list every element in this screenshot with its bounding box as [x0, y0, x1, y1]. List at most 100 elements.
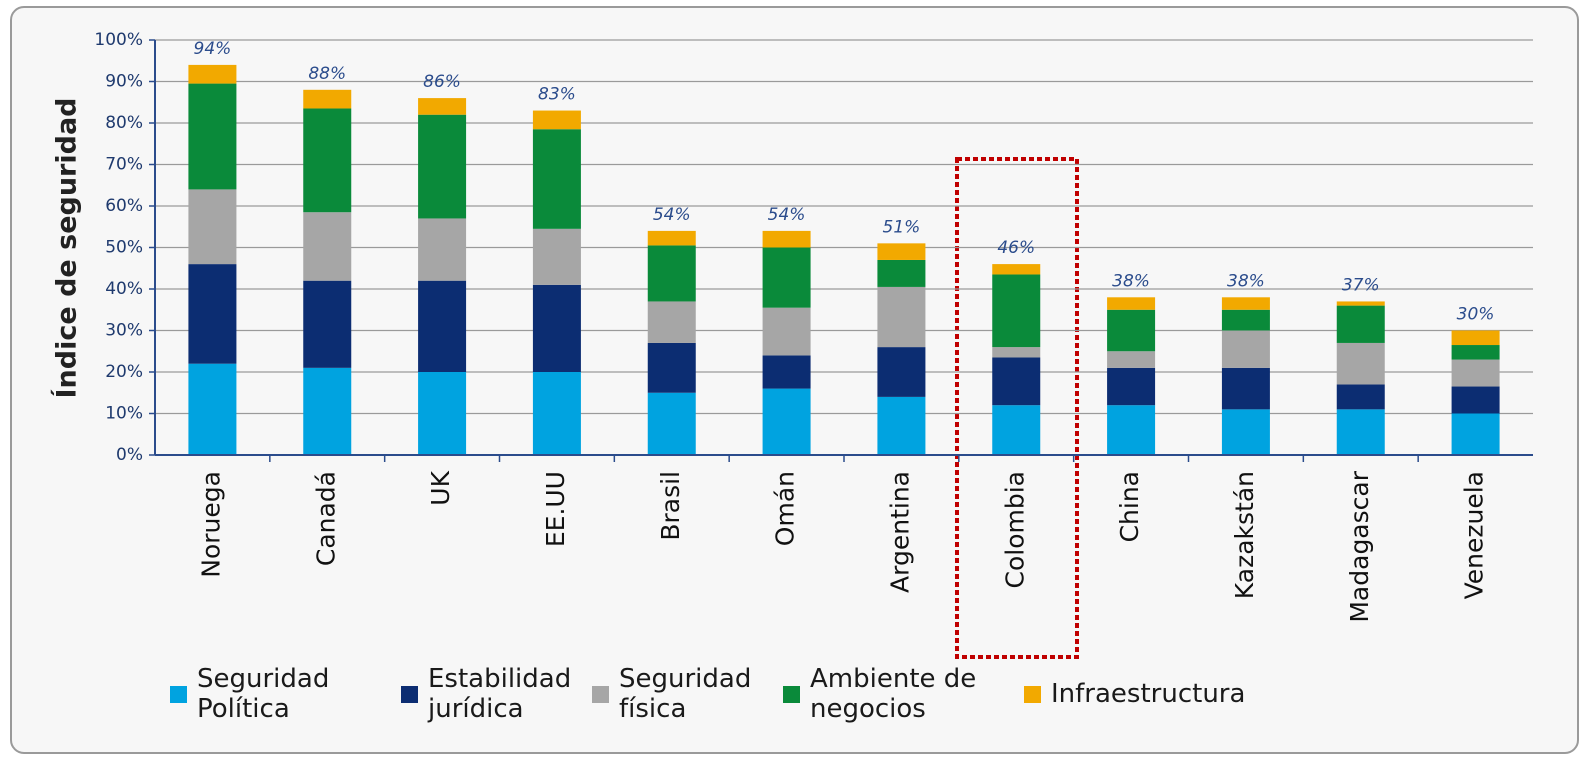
- x-tick-label: Colombia: [1000, 471, 1029, 588]
- bar-segment: [762, 388, 811, 455]
- bar-segment: [303, 280, 352, 368]
- y-tick-label: 90%: [105, 72, 143, 92]
- x-tick-label: Kazakstán: [1230, 471, 1259, 599]
- legend-swatch: [401, 685, 418, 703]
- bar-segment: [1336, 342, 1385, 385]
- bar-segment: [992, 264, 1041, 275]
- bar-segment: [1451, 413, 1500, 455]
- bar-segment: [1336, 384, 1385, 410]
- x-tick-label: Brasil: [656, 471, 685, 541]
- x-tick-label: Venezuela: [1460, 471, 1489, 599]
- bar-segment: [303, 89, 352, 109]
- bar-segment: [418, 114, 467, 219]
- total-label: 51%: [883, 217, 921, 237]
- bar-segment: [762, 247, 811, 308]
- bar-segment: [647, 245, 696, 302]
- y-tick-label: 40%: [105, 279, 143, 299]
- bar-segment: [418, 98, 467, 115]
- y-tick-label: 60%: [105, 196, 143, 216]
- bar-segment: [188, 189, 237, 265]
- legend-item: Ambiente de negocios: [783, 664, 1010, 724]
- bar-segment: [188, 264, 237, 364]
- bar-segment: [188, 64, 237, 84]
- bar-segment: [1107, 351, 1156, 368]
- bar-segment: [877, 243, 926, 260]
- bar-segment: [877, 347, 926, 397]
- y-tick-label: 30%: [105, 321, 143, 341]
- bar-segment: [877, 396, 926, 455]
- bar-segment: [1451, 386, 1500, 414]
- legend-label: Seguridad Política: [197, 664, 330, 724]
- bar-segment: [188, 83, 237, 190]
- bar-segment: [1221, 367, 1270, 410]
- bar-segment: [418, 280, 467, 372]
- bar-segment: [532, 110, 581, 130]
- legend-item: Seguridad física: [592, 664, 769, 724]
- total-label: 46%: [997, 238, 1035, 258]
- legend-swatch: [1024, 685, 1041, 703]
- bar-segment: [647, 301, 696, 343]
- x-tick-label: Canadá: [311, 471, 340, 566]
- bar-segment: [762, 355, 811, 389]
- legend-label: Ambiente de negocios: [810, 664, 977, 724]
- bar-segment: [762, 307, 811, 356]
- x-tick-label: Argentina: [885, 471, 914, 593]
- y-tick-label: 10%: [105, 404, 143, 424]
- bar-segment: [1107, 367, 1156, 406]
- legend-label: Infraestructura: [1051, 679, 1246, 709]
- x-tick-label: EE.UU: [541, 471, 570, 547]
- y-tick-label: 80%: [105, 113, 143, 133]
- legend-swatch: [592, 685, 609, 703]
- total-label: 88%: [308, 64, 346, 84]
- bar-segment: [188, 363, 237, 455]
- bar-segment: [303, 212, 352, 281]
- x-tick-label: Noruega: [196, 471, 225, 578]
- bar-segment: [418, 372, 467, 455]
- bar-segment: [532, 284, 581, 372]
- bar-segment: [1336, 301, 1385, 306]
- y-tick-label: 0%: [116, 445, 143, 465]
- bar-segment: [1107, 309, 1156, 352]
- highlight-box: [955, 157, 1079, 659]
- bar-segment: [1451, 330, 1500, 346]
- bar-segment: [532, 228, 581, 285]
- total-label: 37%: [1342, 275, 1380, 295]
- y-tick-label: 20%: [105, 362, 143, 382]
- bar-segment: [647, 342, 696, 393]
- legend: Seguridad Política Estabilidad jurídica Se…: [170, 664, 1305, 724]
- total-label: 83%: [538, 85, 576, 105]
- legend-item: Estabilidad jurídica: [401, 664, 578, 724]
- bar-segment: [1451, 359, 1500, 387]
- bar-segment: [1221, 330, 1270, 368]
- y-tick-label: 50%: [105, 238, 143, 258]
- total-label: 54%: [653, 205, 691, 225]
- bar-segment: [1107, 297, 1156, 310]
- legend-swatch: [783, 685, 800, 703]
- total-label: 86%: [423, 72, 461, 92]
- x-tick-label: UK: [426, 470, 455, 505]
- legend-label: Estabilidad jurídica: [428, 664, 572, 724]
- bar-segment: [303, 108, 352, 213]
- bar-segment: [1451, 345, 1500, 360]
- x-tick-label: Omán: [771, 471, 800, 546]
- bar-segment: [992, 405, 1041, 455]
- legend-swatch: [170, 685, 187, 703]
- bar-segment: [992, 357, 1041, 406]
- bar-segment: [532, 129, 581, 229]
- total-label: 30%: [1457, 305, 1495, 325]
- total-label: 38%: [1112, 271, 1150, 291]
- legend-item: Seguridad Política: [170, 664, 387, 724]
- x-tick-label: Madagascar: [1345, 470, 1374, 622]
- bar-segment: [647, 230, 696, 246]
- legend-item: Infraestructura: [1024, 679, 1291, 709]
- bar-segment: [418, 218, 467, 281]
- bar-segment: [877, 259, 926, 287]
- bar-segment: [1107, 405, 1156, 455]
- y-tick-label: 100%: [94, 30, 143, 50]
- total-label: 38%: [1227, 271, 1265, 291]
- bar-segment: [532, 372, 581, 455]
- y-axis-label: Índice de seguridad: [51, 98, 83, 399]
- bar-segment: [762, 230, 811, 248]
- bar-segment: [1336, 409, 1385, 455]
